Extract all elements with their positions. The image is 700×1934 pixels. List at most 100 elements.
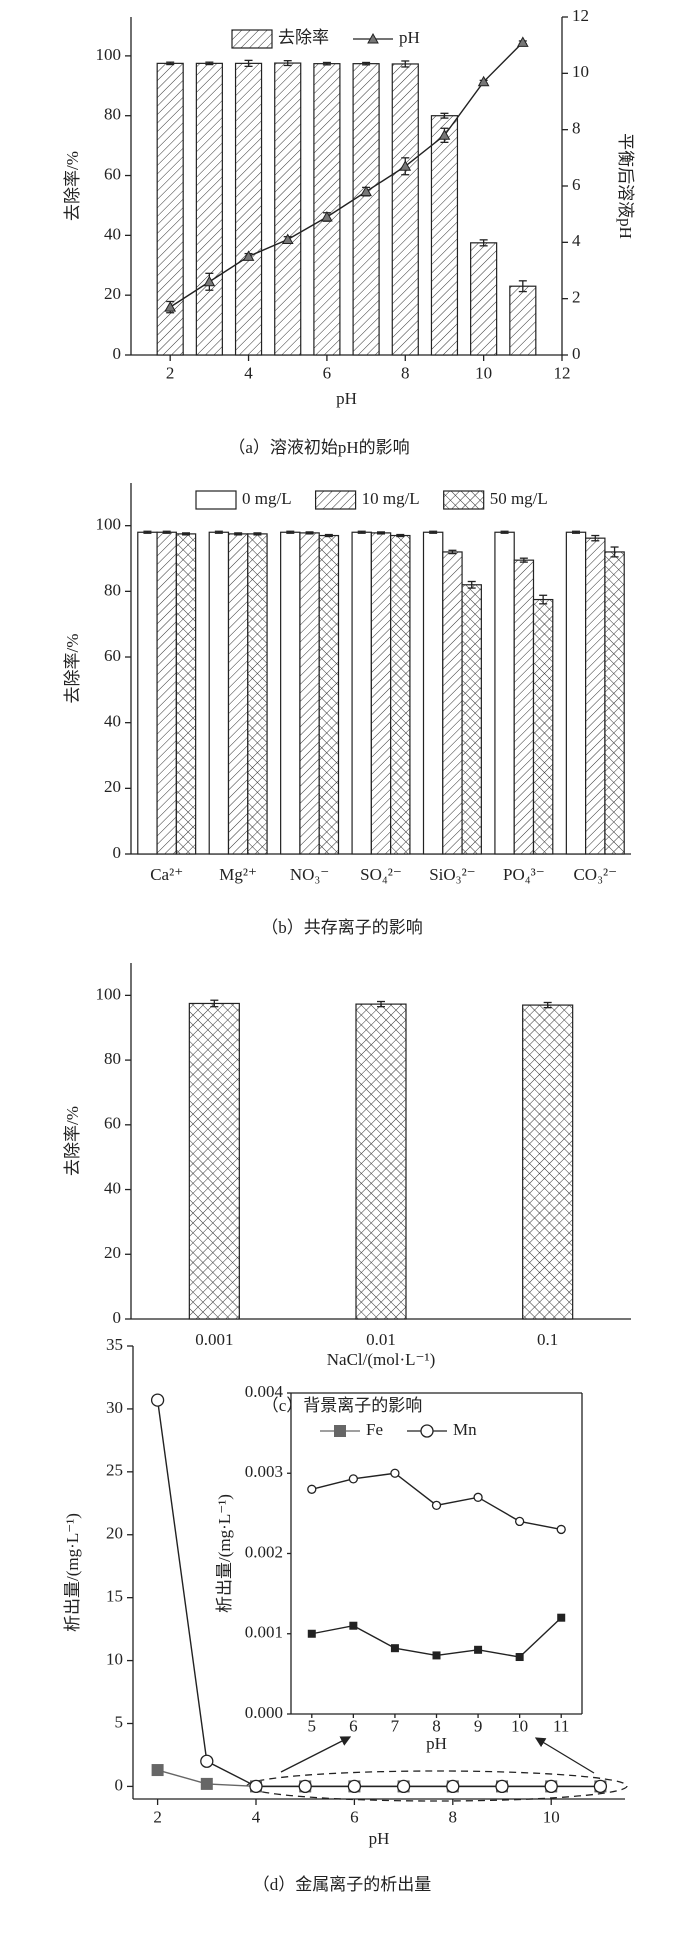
y-tick-label: 80 — [104, 580, 121, 599]
bar — [299, 532, 320, 855]
bar — [352, 63, 380, 356]
marker — [321, 210, 333, 222]
marker — [544, 1779, 558, 1794]
y-tick-label: 0 — [113, 1308, 122, 1327]
marker — [307, 1629, 316, 1638]
x-tick-label: 6 — [323, 364, 332, 383]
legend-label: pH — [399, 28, 420, 47]
y-tick-label: 0.000 — [245, 1703, 283, 1722]
x-tick-label: 10 — [511, 1717, 528, 1736]
marker — [557, 1613, 566, 1622]
bar — [234, 62, 263, 356]
bar — [509, 285, 537, 356]
arrow — [280, 1736, 352, 1773]
y-tick-label: 30 — [106, 1398, 123, 1417]
line — [156, 1400, 601, 1788]
legend-swatch — [195, 490, 237, 510]
y-tick-label: 20 — [104, 1243, 121, 1262]
marker — [348, 1474, 359, 1484]
marker — [349, 1621, 358, 1630]
bar — [188, 1002, 240, 1320]
bar — [370, 532, 392, 855]
x-tick-label: 0.01 — [366, 1330, 396, 1349]
bar — [227, 533, 249, 855]
marker — [432, 1651, 441, 1660]
y-tick-label: 0 — [113, 344, 122, 363]
x-tick-label: Ca²⁺ — [150, 865, 183, 884]
y-tick-label: 40 — [104, 712, 121, 731]
marker — [420, 1424, 434, 1438]
y-axis-label: 去除率/% — [63, 634, 82, 704]
caption: （c）背景离子的影响 — [262, 1396, 423, 1415]
marker — [474, 1645, 483, 1654]
y-tick-label: 100 — [96, 45, 122, 64]
x-tick-label: 8 — [449, 1808, 458, 1827]
y-tick-label: 20 — [106, 1524, 123, 1543]
caption: （d）金属离子的析出量 — [253, 1875, 432, 1894]
y-tick-label: 60 — [104, 1114, 121, 1133]
bar — [355, 1003, 407, 1320]
bar — [513, 559, 535, 855]
y2-tick-label: 4 — [572, 231, 581, 250]
x-tick-label: Mg²⁺ — [219, 865, 257, 884]
marker — [399, 160, 412, 171]
y-tick-label: 60 — [104, 646, 121, 665]
legend-label: 0 mg/L — [242, 489, 292, 508]
marker — [593, 1779, 608, 1794]
marker — [307, 1484, 317, 1494]
x-tick-label: 0.1 — [537, 1330, 558, 1349]
bar — [422, 531, 444, 855]
y2-tick-label: 2 — [572, 288, 581, 307]
marker — [431, 1500, 442, 1510]
x-tick-label: 6 — [349, 1717, 358, 1736]
y2-tick-label: 0 — [572, 344, 581, 363]
bar — [430, 115, 459, 356]
y-tick-label: 80 — [104, 1049, 121, 1068]
bar — [522, 1004, 574, 1320]
marker — [360, 185, 372, 197]
y-tick-label: 80 — [104, 105, 121, 124]
y2-tick-label: 10 — [572, 62, 589, 81]
bar — [137, 531, 158, 855]
x-tick-label: NO₃⁻ — [290, 865, 329, 884]
x-tick-label: SiO₃²⁻ — [429, 865, 475, 884]
y-tick-label: 20 — [104, 777, 121, 796]
bar — [195, 62, 223, 356]
bar — [585, 537, 606, 855]
x-tick-label: 7 — [391, 1717, 400, 1736]
bar — [390, 534, 411, 855]
x-tick-label: 10 — [543, 1808, 560, 1827]
x-tick-label: 12 — [554, 364, 571, 383]
marker — [390, 1644, 399, 1653]
line — [169, 41, 524, 308]
marker — [200, 1754, 214, 1768]
bar — [175, 533, 197, 855]
x-tick-label: 8 — [432, 1717, 441, 1736]
x-tick-label: 11 — [553, 1717, 569, 1736]
y-tick-label: 35 — [106, 1335, 123, 1354]
x-tick-label: 0.001 — [195, 1330, 233, 1349]
x-axis-label: NaCl/(mol·L⁻¹) — [327, 1350, 436, 1369]
x-tick-label: 8 — [401, 364, 410, 383]
caption: （a）溶液初始pH的影响 — [228, 438, 409, 457]
x-tick-label: 6 — [350, 1808, 359, 1827]
y-tick-label: 100 — [96, 984, 122, 1003]
bar — [532, 598, 554, 855]
highlight-ellipse — [246, 1770, 628, 1802]
marker — [150, 1393, 165, 1407]
bar — [470, 242, 498, 356]
bar — [604, 551, 625, 855]
bar — [442, 551, 463, 855]
y-tick-label: 40 — [104, 1178, 121, 1197]
x-tick-label: 2 — [153, 1808, 162, 1827]
legend-swatch — [231, 29, 273, 49]
bar — [156, 531, 177, 855]
bar — [318, 534, 340, 855]
y2-axis-label: 平衡后溶液pH — [616, 133, 635, 239]
marker — [446, 1779, 460, 1794]
y-tick-label: 0.004 — [245, 1382, 284, 1401]
y-tick-label: 40 — [104, 224, 121, 243]
x-tick-label: 9 — [474, 1717, 483, 1736]
marker — [334, 1425, 346, 1437]
